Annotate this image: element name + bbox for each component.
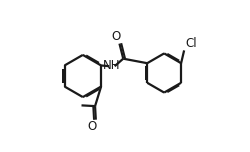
Text: O: O	[88, 120, 97, 133]
Text: Cl: Cl	[185, 37, 196, 50]
Text: O: O	[112, 30, 121, 43]
Text: NH: NH	[103, 59, 121, 72]
